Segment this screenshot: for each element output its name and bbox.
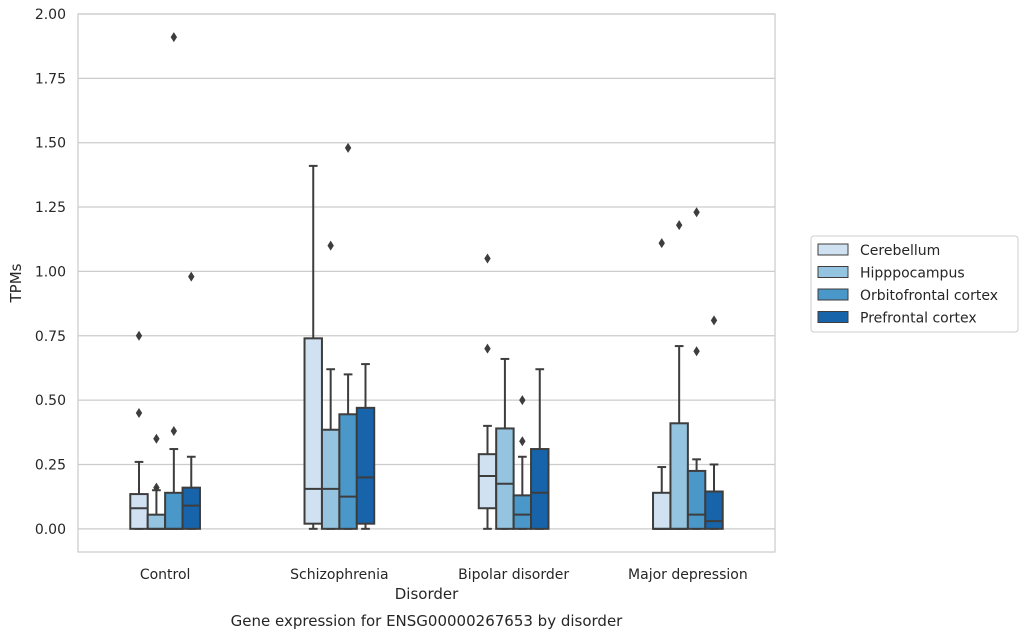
outlier-point — [484, 343, 491, 354]
legend-swatch — [817, 243, 849, 256]
y-tick-label: 1.25 — [35, 200, 66, 216]
box-group — [129, 330, 149, 530]
outlier-point — [170, 426, 178, 437]
box-body — [495, 427, 515, 530]
box-group — [338, 142, 358, 530]
outlier-point — [519, 395, 526, 406]
outlier-point — [327, 240, 334, 251]
legend-swatch — [817, 288, 849, 301]
box-body — [181, 486, 201, 530]
legend-entry: Orbitofrontal cortex — [860, 288, 998, 304]
outlier-point — [135, 330, 143, 341]
box-body — [164, 491, 184, 530]
y-tick-label: 1.75 — [35, 71, 66, 87]
y-tick-label: 0.50 — [35, 393, 66, 409]
box-group — [303, 164, 323, 530]
x-tick-label: Schizophrenia — [290, 567, 388, 583]
legend-frame — [810, 235, 1019, 333]
x-tick-label: Bipolar disorder — [458, 567, 569, 583]
plot-area-frame — [77, 13, 776, 553]
box-body — [669, 422, 689, 530]
y-tick-label: 0.25 — [35, 457, 66, 473]
legend-entry: Hipppocampus — [860, 266, 965, 282]
box-body — [303, 337, 323, 525]
outlier-point — [675, 220, 683, 231]
outlier-point — [658, 238, 665, 249]
box-body — [704, 490, 724, 530]
box-body — [512, 494, 533, 530]
box-group — [146, 433, 167, 530]
y-tick-label: 1.00 — [35, 264, 66, 280]
box-group — [686, 207, 707, 530]
outlier-point — [693, 346, 700, 357]
box-group — [704, 315, 724, 530]
outlier-point — [344, 142, 352, 153]
box-group — [355, 363, 376, 530]
box-series — [129, 32, 724, 530]
box-body — [355, 406, 376, 525]
box-group — [652, 238, 672, 530]
legend-entry: Prefrontal cortex — [860, 311, 977, 327]
legend-swatch — [817, 266, 849, 278]
x-tick-label: Control — [140, 567, 191, 583]
outlier-point — [693, 207, 700, 218]
box-body — [530, 448, 550, 530]
outlier-point — [153, 433, 160, 444]
box-body — [652, 491, 672, 530]
x-tick-labels: Control Schizophrenia Bipolar disorder Majo… — [140, 567, 748, 583]
y-tick-label: 0.00 — [35, 522, 66, 538]
x-axis-label: Disorder — [395, 585, 459, 603]
outlier-point — [188, 271, 195, 282]
outlier-point — [519, 436, 526, 447]
outlier-point — [484, 253, 491, 264]
y-tick-label: 1.50 — [35, 136, 66, 152]
legend: Cerebellum Hipppocampus Orbitofrontal cort… — [810, 235, 1019, 333]
box-group — [530, 368, 550, 530]
legend-swatch — [817, 311, 849, 323]
box-group — [181, 271, 201, 530]
outlier-point — [170, 32, 178, 43]
plot-area-background — [78, 14, 775, 552]
y-tick-label: 0.75 — [35, 329, 66, 345]
chart-caption: Gene expression for ENSG00000267653 by d… — [231, 612, 624, 630]
outlier-point — [135, 407, 143, 418]
box-group — [477, 253, 498, 530]
outlier-point — [153, 482, 160, 493]
box-body — [146, 513, 167, 530]
box-body — [320, 428, 341, 530]
box-body — [338, 413, 358, 530]
outlier-point — [710, 315, 718, 326]
legend-entry: Cerebellum — [860, 243, 940, 259]
y-tick-label: 2.00 — [35, 7, 66, 23]
box-body — [686, 469, 707, 530]
box-body — [477, 453, 498, 510]
x-tick-label: Major depression — [628, 567, 748, 583]
y-tick-labels: 0.00 0.25 0.50 0.75 1.00 1.25 1.50 1.75 2.00 — [35, 7, 66, 538]
y-axis-label: TPMs — [7, 263, 25, 303]
box-group — [495, 357, 515, 530]
box-body — [129, 493, 149, 530]
